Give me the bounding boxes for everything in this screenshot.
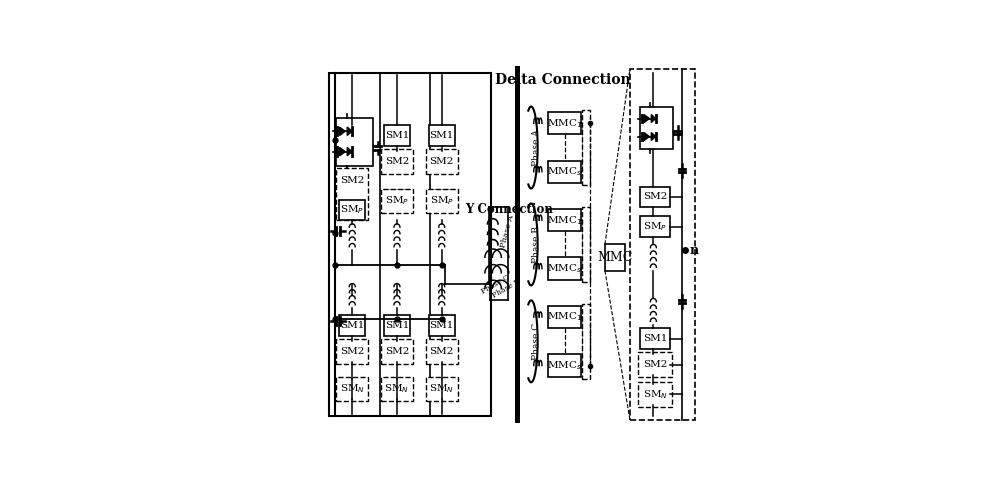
Text: SM$_P$: SM$_P$ (430, 194, 454, 207)
Text: SM2: SM2 (643, 193, 667, 201)
Text: SM2: SM2 (340, 347, 364, 356)
Bar (548, 112, 581, 135)
Bar (384, 378, 410, 399)
Text: Phase A: Phase A (532, 129, 541, 166)
Bar (384, 341, 410, 362)
Text: MMC$_1$: MMC$_1$ (547, 117, 582, 130)
Bar (381, 339, 413, 363)
Text: SM$_N$: SM$_N$ (384, 382, 410, 395)
Text: SM1: SM1 (385, 321, 409, 330)
Bar (336, 339, 368, 363)
Text: SM$_N$: SM$_N$ (429, 382, 454, 395)
Bar (384, 315, 410, 336)
Text: SM1: SM1 (340, 321, 364, 330)
Text: MMC$_s$: MMC$_s$ (547, 262, 582, 275)
Text: SM2: SM2 (643, 360, 667, 369)
Bar (339, 378, 365, 399)
Bar (548, 209, 581, 231)
Bar (381, 150, 413, 174)
Bar (548, 306, 581, 328)
Bar (640, 328, 670, 349)
Bar (336, 168, 368, 220)
Bar (640, 354, 670, 375)
Text: SM$_P$: SM$_P$ (643, 220, 667, 233)
Text: Phase C: Phase C (532, 323, 541, 360)
Bar (336, 377, 368, 401)
Bar (426, 189, 458, 213)
Bar (384, 125, 410, 146)
Bar (548, 354, 581, 377)
Bar (429, 315, 455, 336)
Text: SM1: SM1 (385, 131, 409, 140)
Text: SM1: SM1 (643, 334, 667, 343)
Text: MMC$_s$: MMC$_s$ (547, 166, 582, 178)
Bar (381, 377, 413, 401)
Polygon shape (644, 115, 649, 122)
Text: MMC: MMC (597, 251, 633, 264)
Bar (638, 382, 672, 407)
Text: SM2: SM2 (385, 347, 409, 356)
Bar (640, 216, 670, 237)
Text: SM$_P$: SM$_P$ (385, 194, 409, 207)
Bar (429, 190, 455, 211)
Bar (429, 378, 455, 399)
Bar (582, 110, 590, 185)
Bar (640, 384, 670, 405)
Text: Phase B: Phase B (532, 226, 541, 263)
Bar (339, 200, 365, 220)
Bar (426, 377, 458, 401)
Bar (640, 106, 673, 150)
Text: MMC$_s$: MMC$_s$ (547, 359, 582, 372)
Bar (381, 189, 413, 213)
Bar (605, 244, 625, 271)
Text: SM$_N$: SM$_N$ (643, 388, 668, 401)
Bar (640, 187, 670, 207)
Bar (630, 69, 695, 420)
Text: Phase B: Phase B (491, 277, 522, 300)
Polygon shape (347, 148, 352, 156)
Text: SM1: SM1 (430, 321, 454, 330)
Bar (339, 315, 365, 336)
Text: n: n (689, 243, 698, 257)
Bar (426, 339, 458, 363)
Text: Y Connection: Y Connection (465, 202, 553, 215)
Text: MMC$_1$: MMC$_1$ (547, 311, 582, 323)
Bar (582, 207, 590, 282)
Bar (339, 170, 365, 190)
Polygon shape (340, 127, 345, 136)
Bar (339, 341, 365, 362)
Bar (582, 304, 590, 378)
Bar (329, 73, 491, 416)
Bar (429, 341, 455, 362)
Text: SM$_P$: SM$_P$ (340, 204, 364, 216)
Polygon shape (651, 133, 656, 140)
Bar (548, 257, 581, 280)
Text: SM1: SM1 (430, 131, 454, 140)
Text: MMC$_1$: MMC$_1$ (547, 214, 582, 227)
Text: Phase A: Phase A (499, 214, 516, 249)
Bar (429, 151, 455, 172)
Polygon shape (340, 148, 345, 156)
Bar (429, 125, 455, 146)
Bar (515, 65, 520, 424)
Bar (426, 150, 458, 174)
Text: SM2: SM2 (340, 176, 364, 184)
Bar (384, 151, 410, 172)
Bar (638, 352, 672, 377)
Text: Delta Connection: Delta Connection (495, 74, 631, 88)
Text: SM$_N$: SM$_N$ (340, 382, 365, 395)
Polygon shape (644, 133, 649, 140)
Text: SM2: SM2 (430, 347, 454, 356)
Polygon shape (347, 127, 352, 136)
Text: Phase C: Phase C (480, 273, 510, 296)
Text: SM2: SM2 (385, 157, 409, 166)
Bar (384, 190, 410, 211)
Bar (548, 161, 581, 183)
Text: SM2: SM2 (430, 157, 454, 166)
Bar (336, 118, 373, 166)
Polygon shape (651, 115, 656, 122)
